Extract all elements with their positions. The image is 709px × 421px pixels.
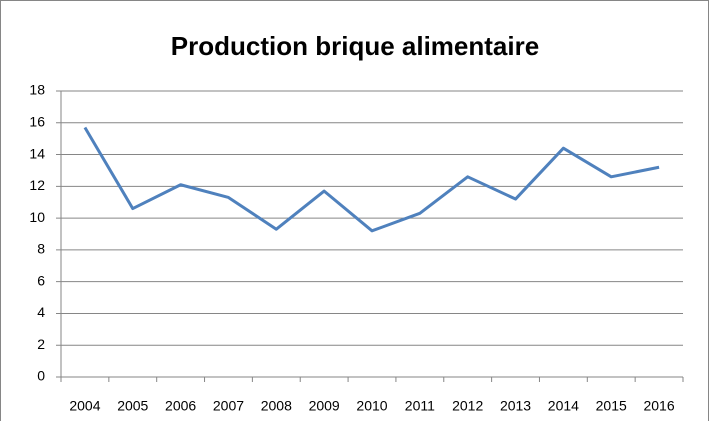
x-tick-label: 2013 <box>500 398 531 414</box>
x-tick-label: 2007 <box>213 398 244 414</box>
x-tick-label: 2006 <box>165 398 196 414</box>
y-tick-label: 14 <box>29 145 45 161</box>
x-tick-label: 2014 <box>548 398 579 414</box>
y-tick-label: 2 <box>37 336 45 352</box>
x-tick-label: 2004 <box>69 398 100 414</box>
y-tick-label: 4 <box>37 304 45 320</box>
data-line <box>83 126 660 233</box>
x-tick-label: 2011 <box>405 398 435 414</box>
x-tick-label: 2015 <box>596 398 627 414</box>
y-tick-label: 8 <box>37 241 45 257</box>
y-tick-label: 10 <box>29 209 45 225</box>
y-tick-label: 16 <box>29 113 45 129</box>
x-tick-label: 2005 <box>117 398 148 414</box>
y-tick-label: 18 <box>29 82 45 98</box>
x-tick-label: 2016 <box>643 398 674 414</box>
x-tick-label: 2012 <box>452 398 483 414</box>
x-tick-label: 2008 <box>261 398 292 414</box>
y-tick-label: 12 <box>29 177 45 193</box>
x-tick-label: 2010 <box>356 398 387 414</box>
x-tick-label: 2009 <box>309 398 340 414</box>
y-tick-label: 6 <box>37 272 45 288</box>
chart-title: Production brique alimentaire <box>171 31 539 61</box>
y-tick-label: 0 <box>37 368 45 384</box>
